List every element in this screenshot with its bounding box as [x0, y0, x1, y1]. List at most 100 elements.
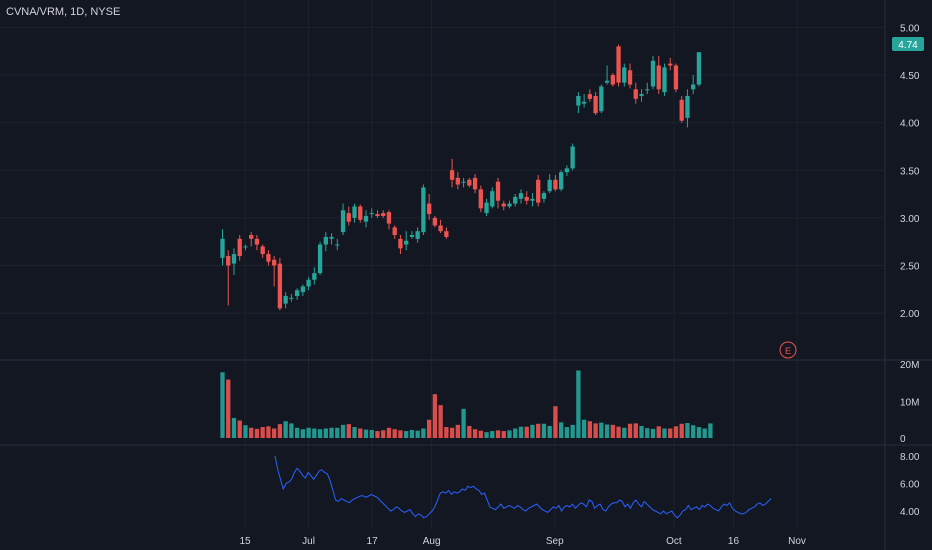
volume-bar[interactable]: [392, 429, 397, 438]
candle[interactable]: [352, 203, 357, 223]
volume-bar[interactable]: [679, 423, 684, 438]
volume-bar[interactable]: [237, 420, 242, 438]
volume-bar[interactable]: [358, 428, 363, 438]
candle[interactable]: [639, 89, 644, 102]
volume-bar[interactable]: [369, 429, 374, 438]
candle[interactable]: [490, 187, 495, 209]
candle[interactable]: [260, 244, 265, 258]
volume-bar[interactable]: [323, 428, 328, 438]
candle[interactable]: [386, 210, 392, 230]
volume-bar[interactable]: [541, 423, 547, 438]
volume-bar[interactable]: [461, 408, 466, 438]
volume-bar[interactable]: [272, 428, 277, 438]
candle[interactable]: [576, 92, 581, 114]
candle[interactable]: [541, 191, 547, 203]
volume-bar[interactable]: [404, 431, 409, 438]
candle[interactable]: [627, 63, 633, 89]
ratio-line[interactable]: [274, 455, 772, 519]
candle[interactable]: [530, 193, 535, 207]
candle[interactable]: [449, 158, 455, 188]
candle[interactable]: [564, 165, 570, 176]
candle[interactable]: [432, 215, 438, 228]
volume-bar[interactable]: [294, 427, 300, 438]
candle[interactable]: [300, 284, 306, 296]
candle[interactable]: [599, 84, 604, 114]
candle[interactable]: [392, 225, 397, 239]
volume-bar[interactable]: [283, 421, 288, 438]
volume-bar[interactable]: [650, 428, 656, 438]
volume-bar[interactable]: [691, 425, 696, 438]
candle[interactable]: [501, 200, 506, 211]
candle[interactable]: [513, 194, 518, 207]
volume-bar[interactable]: [398, 430, 403, 438]
candle[interactable]: [220, 229, 225, 266]
candle[interactable]: [283, 292, 288, 309]
candle[interactable]: [604, 65, 610, 85]
candle[interactable]: [673, 63, 679, 93]
volume-bar[interactable]: [467, 425, 472, 438]
volume-bar[interactable]: [581, 419, 587, 438]
candle[interactable]: [272, 255, 277, 287]
volume-bar[interactable]: [266, 426, 271, 438]
candle[interactable]: [226, 250, 231, 306]
volume-bar[interactable]: [696, 427, 702, 438]
volume-bar[interactable]: [702, 428, 707, 438]
volume-bar[interactable]: [472, 429, 478, 438]
volume-bar[interactable]: [231, 417, 237, 438]
volume-bar[interactable]: [386, 427, 392, 438]
volume-bar[interactable]: [668, 428, 673, 438]
candle[interactable]: [610, 73, 615, 87]
candle[interactable]: [662, 63, 667, 96]
candle[interactable]: [363, 210, 369, 228]
volume-bar[interactable]: [243, 425, 248, 438]
candle[interactable]: [696, 52, 702, 87]
volume-bar[interactable]: [604, 424, 610, 438]
volume-bar[interactable]: [507, 430, 512, 438]
candle[interactable]: [381, 210, 386, 218]
candle[interactable]: [369, 208, 374, 218]
candle[interactable]: [691, 75, 696, 95]
candle[interactable]: [438, 219, 443, 234]
symbol-title[interactable]: CVNA/VRM, 1D, NYSE: [6, 6, 120, 18]
candle[interactable]: [329, 233, 334, 245]
candle[interactable]: [593, 92, 598, 116]
candle[interactable]: [495, 177, 501, 209]
candle[interactable]: [581, 94, 587, 108]
volume-bar[interactable]: [220, 372, 225, 438]
volume-bar[interactable]: [444, 427, 449, 438]
volume-bar[interactable]: [513, 428, 518, 438]
volume-bar[interactable]: [375, 431, 380, 438]
volume-bar[interactable]: [381, 430, 386, 438]
volume-bar[interactable]: [352, 427, 357, 438]
volume-bar[interactable]: [277, 424, 283, 438]
candle[interactable]: [317, 241, 323, 276]
candle[interactable]: [645, 82, 650, 95]
volume-bar[interactable]: [449, 427, 455, 438]
candle[interactable]: [518, 189, 524, 204]
candle[interactable]: [421, 184, 426, 236]
candle[interactable]: [231, 248, 237, 276]
volume-bar[interactable]: [645, 428, 650, 438]
price-scale[interactable]: 5.00 4.50 4.00 3.50 3.00 2.50 2.00 20M 10M 0 8.00 6…: [900, 23, 920, 518]
volume-bar[interactable]: [300, 429, 306, 438]
volume-bar[interactable]: [415, 430, 420, 438]
volume-bar[interactable]: [599, 422, 604, 438]
volume-bar[interactable]: [518, 426, 524, 438]
candle[interactable]: [587, 89, 593, 102]
candle[interactable]: [323, 232, 328, 252]
candle[interactable]: [467, 177, 472, 188]
volume-bar[interactable]: [524, 426, 529, 438]
candle[interactable]: [656, 55, 661, 95]
candle[interactable]: [409, 231, 415, 239]
volume-bar[interactable]: [329, 427, 334, 438]
candle[interactable]: [340, 203, 346, 236]
volume-bar[interactable]: [432, 394, 438, 438]
candle[interactable]: [289, 294, 294, 302]
volume-bar[interactable]: [501, 431, 506, 438]
candle[interactable]: [266, 250, 271, 266]
volume-bar[interactable]: [627, 423, 633, 438]
candle[interactable]: [346, 206, 351, 226]
volume-bar[interactable]: [662, 428, 667, 438]
candle[interactable]: [668, 57, 673, 71]
candle[interactable]: [507, 200, 512, 209]
